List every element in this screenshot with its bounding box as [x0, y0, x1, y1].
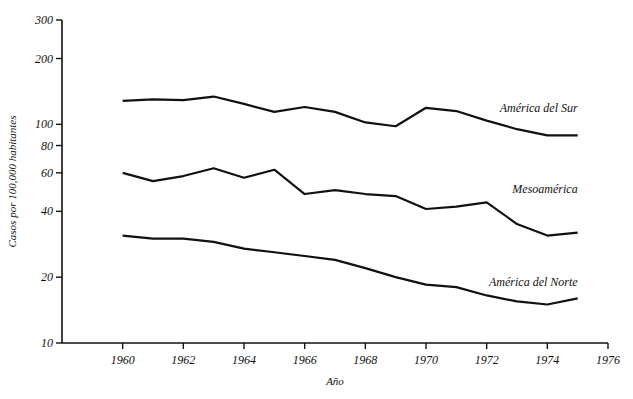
y-tick-label: 300: [34, 13, 53, 27]
y-tick: [56, 124, 62, 125]
x-tick-label: 1964: [232, 353, 256, 367]
y-tick: [56, 19, 62, 20]
y-tick-label: 100: [35, 117, 53, 131]
x-tick-label: 1968: [353, 353, 377, 367]
background: [0, 0, 633, 399]
y-tick: [56, 58, 62, 59]
x-tick-label: 1974: [535, 353, 559, 367]
y-tick-label: 20: [41, 270, 53, 284]
x-axis-line: [62, 342, 608, 344]
x-tick: [122, 343, 123, 349]
x-tick: [425, 343, 426, 349]
y-tick: [56, 342, 62, 343]
x-tick-label: 1970: [414, 353, 438, 367]
y-tick: [56, 172, 62, 173]
x-tick-label: 1976: [596, 353, 620, 367]
plot-lines: [123, 97, 578, 305]
y-tick-label: 10: [41, 336, 53, 350]
x-tick: [183, 343, 184, 349]
x-tick: [243, 343, 244, 349]
series-label: Mesoamérica: [511, 182, 577, 196]
y-tick: [56, 276, 62, 277]
series-labels: América del Sur Mesoamérica América del No…: [488, 101, 578, 290]
y-tick-label: 40: [41, 204, 53, 218]
x-tick: [607, 343, 608, 349]
y-tick-label: 60: [41, 166, 53, 180]
x-tick-label: 1962: [171, 353, 195, 367]
series-line: [123, 236, 578, 305]
y-axis-line: [61, 20, 63, 343]
y-tick: [56, 145, 62, 146]
y-tick: [56, 211, 62, 212]
x-tick-label: 1972: [475, 353, 499, 367]
series-line: [123, 168, 578, 235]
y-axis-label: Casos por 100,000 habitantes: [6, 115, 18, 247]
chart-svg: 10 20 40 60 80 100 200 300 1960 1962 1964 1966 1968 1…: [0, 0, 633, 399]
series-label: América del Norte: [488, 275, 578, 289]
y-tick-label: 200: [35, 52, 53, 66]
x-tick: [304, 343, 305, 349]
series-line: [123, 97, 578, 136]
x-tick: [547, 343, 548, 349]
x-tick: [486, 343, 487, 349]
series-label: América del Sur: [499, 101, 578, 115]
x-tick-label: 1960: [111, 353, 135, 367]
y-tick-label: 80: [41, 139, 53, 153]
chart-root: 10 20 40 60 80 100 200 300 1960 1962 1964 1966 1968 1…: [0, 0, 633, 399]
x-axis-label: Año: [325, 375, 344, 387]
x-tick: [365, 343, 366, 349]
x-tick-label: 1966: [293, 353, 317, 367]
